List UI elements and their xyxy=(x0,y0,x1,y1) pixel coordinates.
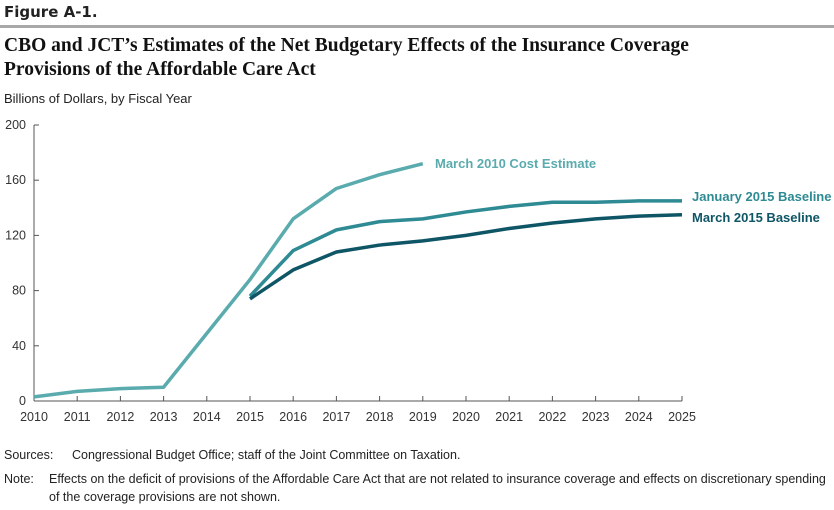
note: Note: Effects on the deficit of provision… xyxy=(4,470,834,506)
divider xyxy=(0,25,834,28)
y-tick-label: 40 xyxy=(12,339,26,353)
x-tick-label: 2012 xyxy=(106,410,134,424)
x-tick-label: 2021 xyxy=(495,410,523,424)
series-label: March 2010 Cost Estimate xyxy=(435,156,596,171)
series-label: January 2015 Baseline xyxy=(692,189,831,204)
x-tick-label: 2020 xyxy=(452,410,480,424)
sources-label: Sources: xyxy=(4,448,54,462)
x-tick-label: 2018 xyxy=(366,410,394,424)
y-tick-label: 160 xyxy=(5,173,26,187)
y-tick-label: 120 xyxy=(5,228,26,242)
y-tick-label: 0 xyxy=(19,394,26,408)
x-tick-label: 2015 xyxy=(236,410,264,424)
sources: Sources: Congressional Budget Office; sta… xyxy=(4,446,460,464)
sources-text: Congressional Budget Office; staff of th… xyxy=(72,448,461,462)
figure-label: Figure A-1. xyxy=(4,3,98,21)
x-tick-label: 2025 xyxy=(668,410,696,424)
series-line xyxy=(249,212,683,301)
x-tick-label: 2014 xyxy=(193,410,221,424)
y-axis-label: Billions of Dollars, by Fiscal Year xyxy=(4,91,192,106)
x-tick-label: 2019 xyxy=(409,410,437,424)
note-text: Effects on the deficit of provisions of … xyxy=(49,472,826,504)
x-tick-label: 2010 xyxy=(20,410,48,424)
x-tick-label: 2016 xyxy=(279,410,307,424)
note-label: Note: xyxy=(4,472,34,486)
y-tick-label: 200 xyxy=(5,118,26,132)
y-tick-label: 80 xyxy=(12,284,26,298)
series-line xyxy=(33,161,424,399)
chart-title: CBO and JCT’s Estimates of the Net Budge… xyxy=(4,35,689,80)
x-tick-label: 2024 xyxy=(625,410,653,424)
x-tick-label: 2013 xyxy=(150,410,178,424)
x-tick-label: 2011 xyxy=(64,410,91,424)
series-label: March 2015 Baseline xyxy=(692,210,820,225)
x-tick-label: 2017 xyxy=(322,410,350,424)
series-line xyxy=(248,199,682,298)
x-tick-label: 2022 xyxy=(538,410,566,424)
x-tick-label: 2023 xyxy=(582,410,610,424)
